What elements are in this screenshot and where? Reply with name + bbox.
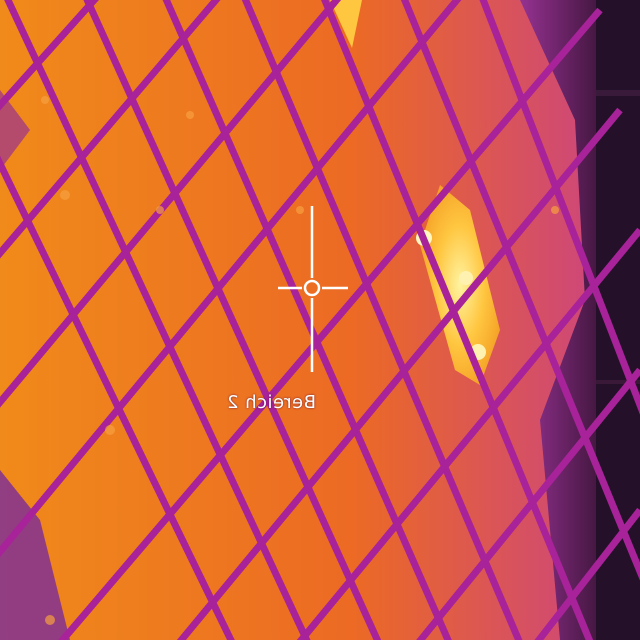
measurement-area-label: Bereich 2 <box>226 392 316 413</box>
hotspot <box>459 271 473 285</box>
crosshair-icon <box>278 206 348 372</box>
cool-patch <box>0 470 70 640</box>
background-band <box>596 90 640 96</box>
hotspot-top <box>330 0 362 48</box>
cool-patch <box>0 90 30 170</box>
hotspot-panel <box>420 185 500 385</box>
warm-speckles <box>41 96 559 625</box>
background-band <box>596 380 640 384</box>
